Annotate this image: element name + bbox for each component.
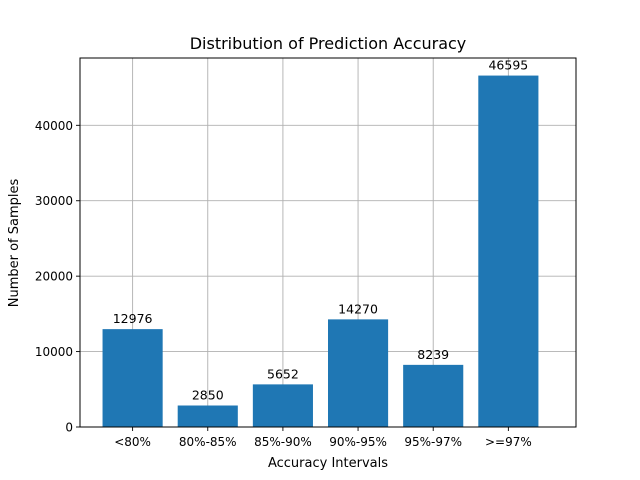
plot-frame — [79, 57, 577, 428]
y-tick-label: 10000 — [35, 345, 73, 359]
bar-value-label: 14270 — [338, 301, 378, 316]
x-tick-label: 95%-97% — [404, 435, 462, 449]
x-tick-label: 85%-90% — [254, 435, 312, 449]
data-labels: 12976 2850 5652 14270 8239 46595 — [113, 58, 529, 403]
bars — [102, 75, 539, 427]
x-tick-label: <80% — [114, 435, 151, 449]
bar-value-label: 46595 — [488, 58, 528, 73]
bar — [177, 405, 238, 427]
bar — [478, 75, 539, 427]
x-tick-label: >=97% — [485, 435, 532, 449]
y-axis-label: Number of Samples — [7, 179, 22, 308]
x-tick-label: 90%-95% — [329, 435, 387, 449]
bar — [403, 364, 464, 427]
bar-value-label: 8239 — [417, 347, 449, 362]
chart-title: Distribution of Prediction Accuracy — [190, 34, 467, 53]
x-axis-ticks: <80% 80%-85% 85%-90% 90%-95% 95%-97% >=97% — [114, 427, 532, 449]
bar — [252, 384, 313, 427]
bar — [102, 329, 163, 427]
bar-value-label: 12976 — [113, 311, 153, 326]
x-axis-label: Accuracy Intervals — [268, 456, 388, 471]
y-axis-ticks: 0 10000 20000 30000 40000 — [35, 119, 80, 435]
bar — [328, 319, 389, 427]
bar-value-label: 2850 — [192, 388, 224, 403]
y-tick-label: 20000 — [35, 270, 73, 284]
y-tick-label: 30000 — [35, 194, 73, 208]
y-tick-label: 40000 — [35, 119, 73, 133]
x-tick-label: 80%-85% — [179, 435, 237, 449]
y-tick-label: 0 — [65, 421, 73, 435]
bar-value-label: 5652 — [267, 366, 299, 381]
